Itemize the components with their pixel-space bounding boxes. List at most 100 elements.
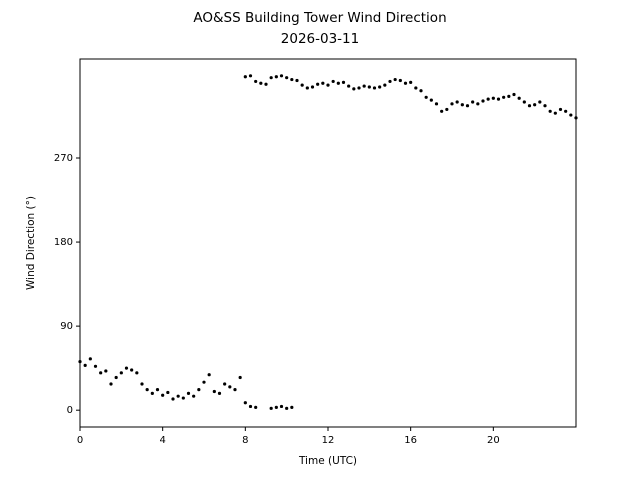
data-point bbox=[517, 96, 521, 100]
data-point bbox=[217, 391, 222, 395]
data-point bbox=[362, 84, 366, 88]
data-point bbox=[507, 94, 511, 98]
data-point bbox=[274, 75, 278, 79]
data-point bbox=[150, 391, 154, 395]
data-point bbox=[460, 103, 464, 107]
data-point bbox=[254, 405, 258, 409]
data-point bbox=[104, 369, 108, 373]
data-point bbox=[233, 388, 237, 392]
data-point bbox=[398, 78, 402, 83]
data-point bbox=[393, 77, 397, 82]
data-point bbox=[455, 100, 459, 104]
data-point bbox=[285, 406, 289, 410]
data-point bbox=[569, 113, 573, 117]
data-point bbox=[155, 388, 160, 392]
data-point bbox=[486, 97, 490, 101]
data-point bbox=[321, 81, 325, 85]
data-point bbox=[414, 86, 418, 90]
data-point bbox=[367, 85, 371, 89]
data-point bbox=[527, 104, 532, 108]
data-point bbox=[93, 364, 98, 368]
data-point bbox=[336, 81, 340, 85]
data-point bbox=[259, 81, 263, 85]
data-point bbox=[176, 394, 180, 398]
data-point bbox=[290, 405, 294, 409]
data-point bbox=[310, 85, 315, 89]
data-point bbox=[326, 83, 330, 87]
data-point bbox=[238, 375, 242, 380]
data-point bbox=[388, 79, 392, 84]
data-point bbox=[279, 74, 284, 78]
data-point bbox=[378, 85, 382, 89]
data-point bbox=[274, 405, 278, 409]
plot-frame bbox=[79, 58, 577, 428]
x-tick-label: 0 bbox=[77, 435, 83, 446]
data-point bbox=[228, 385, 232, 389]
y-tick-label: 270 bbox=[54, 153, 73, 164]
data-point bbox=[223, 382, 227, 386]
data-point bbox=[347, 84, 351, 88]
x-tick-label: 8 bbox=[242, 435, 248, 446]
y-tick-label: 0 bbox=[67, 405, 73, 416]
data-point bbox=[243, 401, 247, 405]
data-point bbox=[248, 404, 253, 409]
data-point bbox=[140, 382, 144, 386]
data-point bbox=[481, 99, 485, 103]
data-point bbox=[186, 391, 191, 395]
data-point bbox=[465, 104, 470, 108]
data-point bbox=[564, 109, 568, 113]
data-point bbox=[166, 390, 170, 395]
x-tick-label: 12 bbox=[322, 435, 335, 446]
data-point bbox=[99, 371, 103, 375]
data-point bbox=[269, 76, 273, 80]
data-point bbox=[574, 116, 578, 120]
data-point bbox=[403, 81, 408, 85]
data-point bbox=[558, 107, 563, 112]
y-tick-label: 90 bbox=[60, 321, 73, 332]
data-point bbox=[440, 109, 444, 113]
data-point bbox=[285, 76, 289, 80]
data-point bbox=[352, 87, 356, 91]
data-point bbox=[553, 111, 557, 115]
data-point bbox=[130, 368, 134, 372]
data-point bbox=[78, 360, 82, 364]
data-point bbox=[83, 363, 87, 367]
data-point bbox=[476, 102, 480, 106]
data-point bbox=[450, 102, 454, 106]
data-point bbox=[212, 389, 216, 394]
data-point bbox=[88, 357, 92, 361]
data-point bbox=[264, 82, 268, 86]
data-point bbox=[496, 97, 501, 101]
data-point bbox=[383, 83, 387, 87]
data-point bbox=[424, 95, 428, 99]
data-point bbox=[512, 92, 516, 97]
data-point bbox=[502, 95, 506, 99]
data-point bbox=[145, 388, 149, 392]
data-point bbox=[269, 406, 273, 410]
data-point bbox=[419, 89, 423, 93]
data-point bbox=[341, 80, 346, 84]
data-point bbox=[248, 74, 253, 78]
data-point bbox=[305, 86, 309, 90]
data-point bbox=[533, 103, 537, 107]
data-point bbox=[135, 371, 139, 375]
data-point bbox=[207, 373, 211, 377]
data-point bbox=[445, 107, 449, 112]
data-point bbox=[331, 79, 335, 84]
data-point bbox=[243, 75, 247, 79]
data-point bbox=[109, 382, 113, 386]
data-point bbox=[300, 83, 304, 87]
data-point bbox=[543, 104, 547, 108]
data-point bbox=[279, 404, 284, 409]
x-tick-label: 4 bbox=[159, 435, 165, 446]
data-point bbox=[434, 102, 439, 106]
data-point bbox=[357, 86, 361, 90]
y-axis-label: Wind Direction (°) bbox=[25, 196, 37, 290]
data-point bbox=[181, 396, 185, 400]
x-tick-label: 20 bbox=[487, 435, 500, 446]
data-point bbox=[548, 109, 552, 113]
data-point bbox=[171, 397, 175, 401]
x-tick-label: 16 bbox=[404, 435, 417, 446]
data-point bbox=[409, 80, 413, 84]
data-point bbox=[290, 77, 294, 82]
